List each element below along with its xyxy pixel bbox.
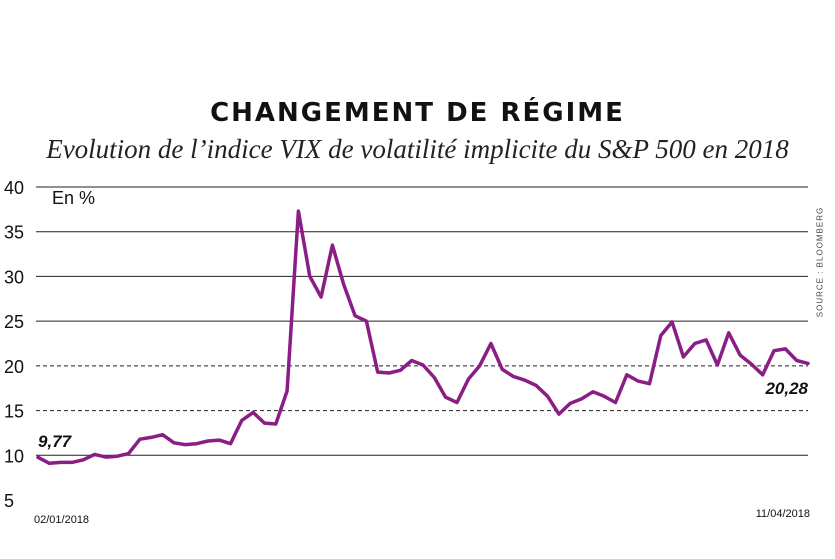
y-tick-label-10: 10 <box>4 446 24 466</box>
x-end-date-label: 11/04/2018 <box>756 508 810 520</box>
grid-lines <box>36 186 808 456</box>
x-start-date-label: 02/01/2018 <box>34 514 89 526</box>
series-layer <box>36 209 810 466</box>
y-tick-label-30: 30 <box>4 267 24 287</box>
start-value-annotation: 9,77 <box>38 432 73 451</box>
end-value-annotation: 20,28 <box>764 379 808 398</box>
y-tick-labels: 5 10 15 20 25 30 35 40 <box>4 178 24 511</box>
y-tick-label-15: 15 <box>4 402 24 422</box>
y-tick-label-40: 40 <box>4 178 24 198</box>
y-tick-label-20: 20 <box>4 357 24 377</box>
reference-lines <box>36 365 808 412</box>
y-tick-label-5: 5 <box>4 491 14 511</box>
y-axis-unit-label: En % <box>52 188 95 208</box>
chart-subtitle: Evolution de l’indice VIX de volatilité … <box>46 134 789 164</box>
source-note: SOURCE : BLOOMBERG <box>815 206 825 318</box>
vix-series-line-0 <box>36 209 810 466</box>
y-tick-label-25: 25 <box>4 312 24 332</box>
y-tick-label-35: 35 <box>4 223 24 243</box>
chart-title: CHANGEMENT DE RÉGIME <box>210 98 625 128</box>
